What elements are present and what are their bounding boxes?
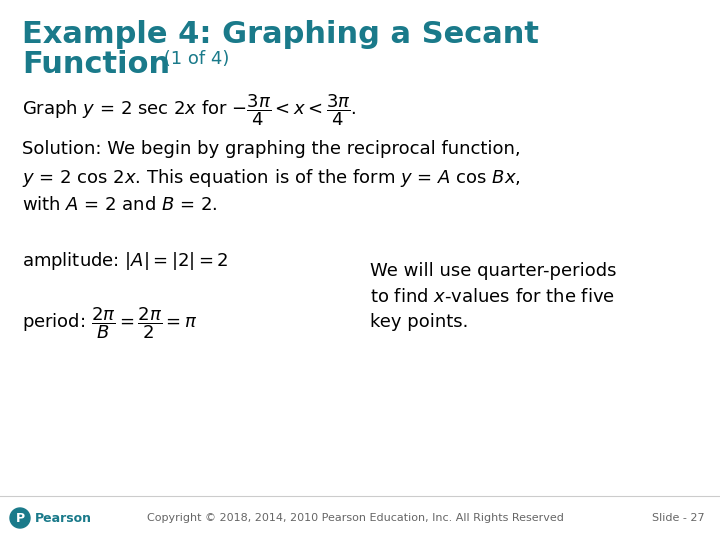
Text: Example 4: Graphing a Secant: Example 4: Graphing a Secant — [22, 20, 539, 49]
Text: Copyright © 2018, 2014, 2010 Pearson Education, Inc. All Rights Reserved: Copyright © 2018, 2014, 2010 Pearson Edu… — [147, 513, 564, 523]
Text: P: P — [15, 511, 24, 524]
Text: period: $\dfrac{2\pi}{B} = \dfrac{2\pi}{2} = \pi$: period: $\dfrac{2\pi}{B} = \dfrac{2\pi}{… — [22, 305, 197, 341]
Text: Graph $y$ = 2 sec 2$x$ for $-\dfrac{3\pi}{4} < x < \dfrac{3\pi}{4}$.: Graph $y$ = 2 sec 2$x$ for $-\dfrac{3\pi… — [22, 92, 356, 127]
Text: amplitude: $|A| = |2| = 2$: amplitude: $|A| = |2| = 2$ — [22, 250, 229, 272]
Text: (1 of 4): (1 of 4) — [158, 50, 230, 68]
Text: Slide - 27: Slide - 27 — [652, 513, 705, 523]
Text: We will use quarter-periods
to find $x$-values for the five
key points.: We will use quarter-periods to find $x$-… — [370, 262, 616, 332]
Text: Solution: We begin by graphing the reciprocal function,
$y$ = 2 cos 2$x$. This e: Solution: We begin by graphing the recip… — [22, 140, 521, 214]
Text: Function: Function — [22, 50, 170, 79]
Circle shape — [10, 508, 30, 528]
Text: Pearson: Pearson — [35, 511, 92, 524]
